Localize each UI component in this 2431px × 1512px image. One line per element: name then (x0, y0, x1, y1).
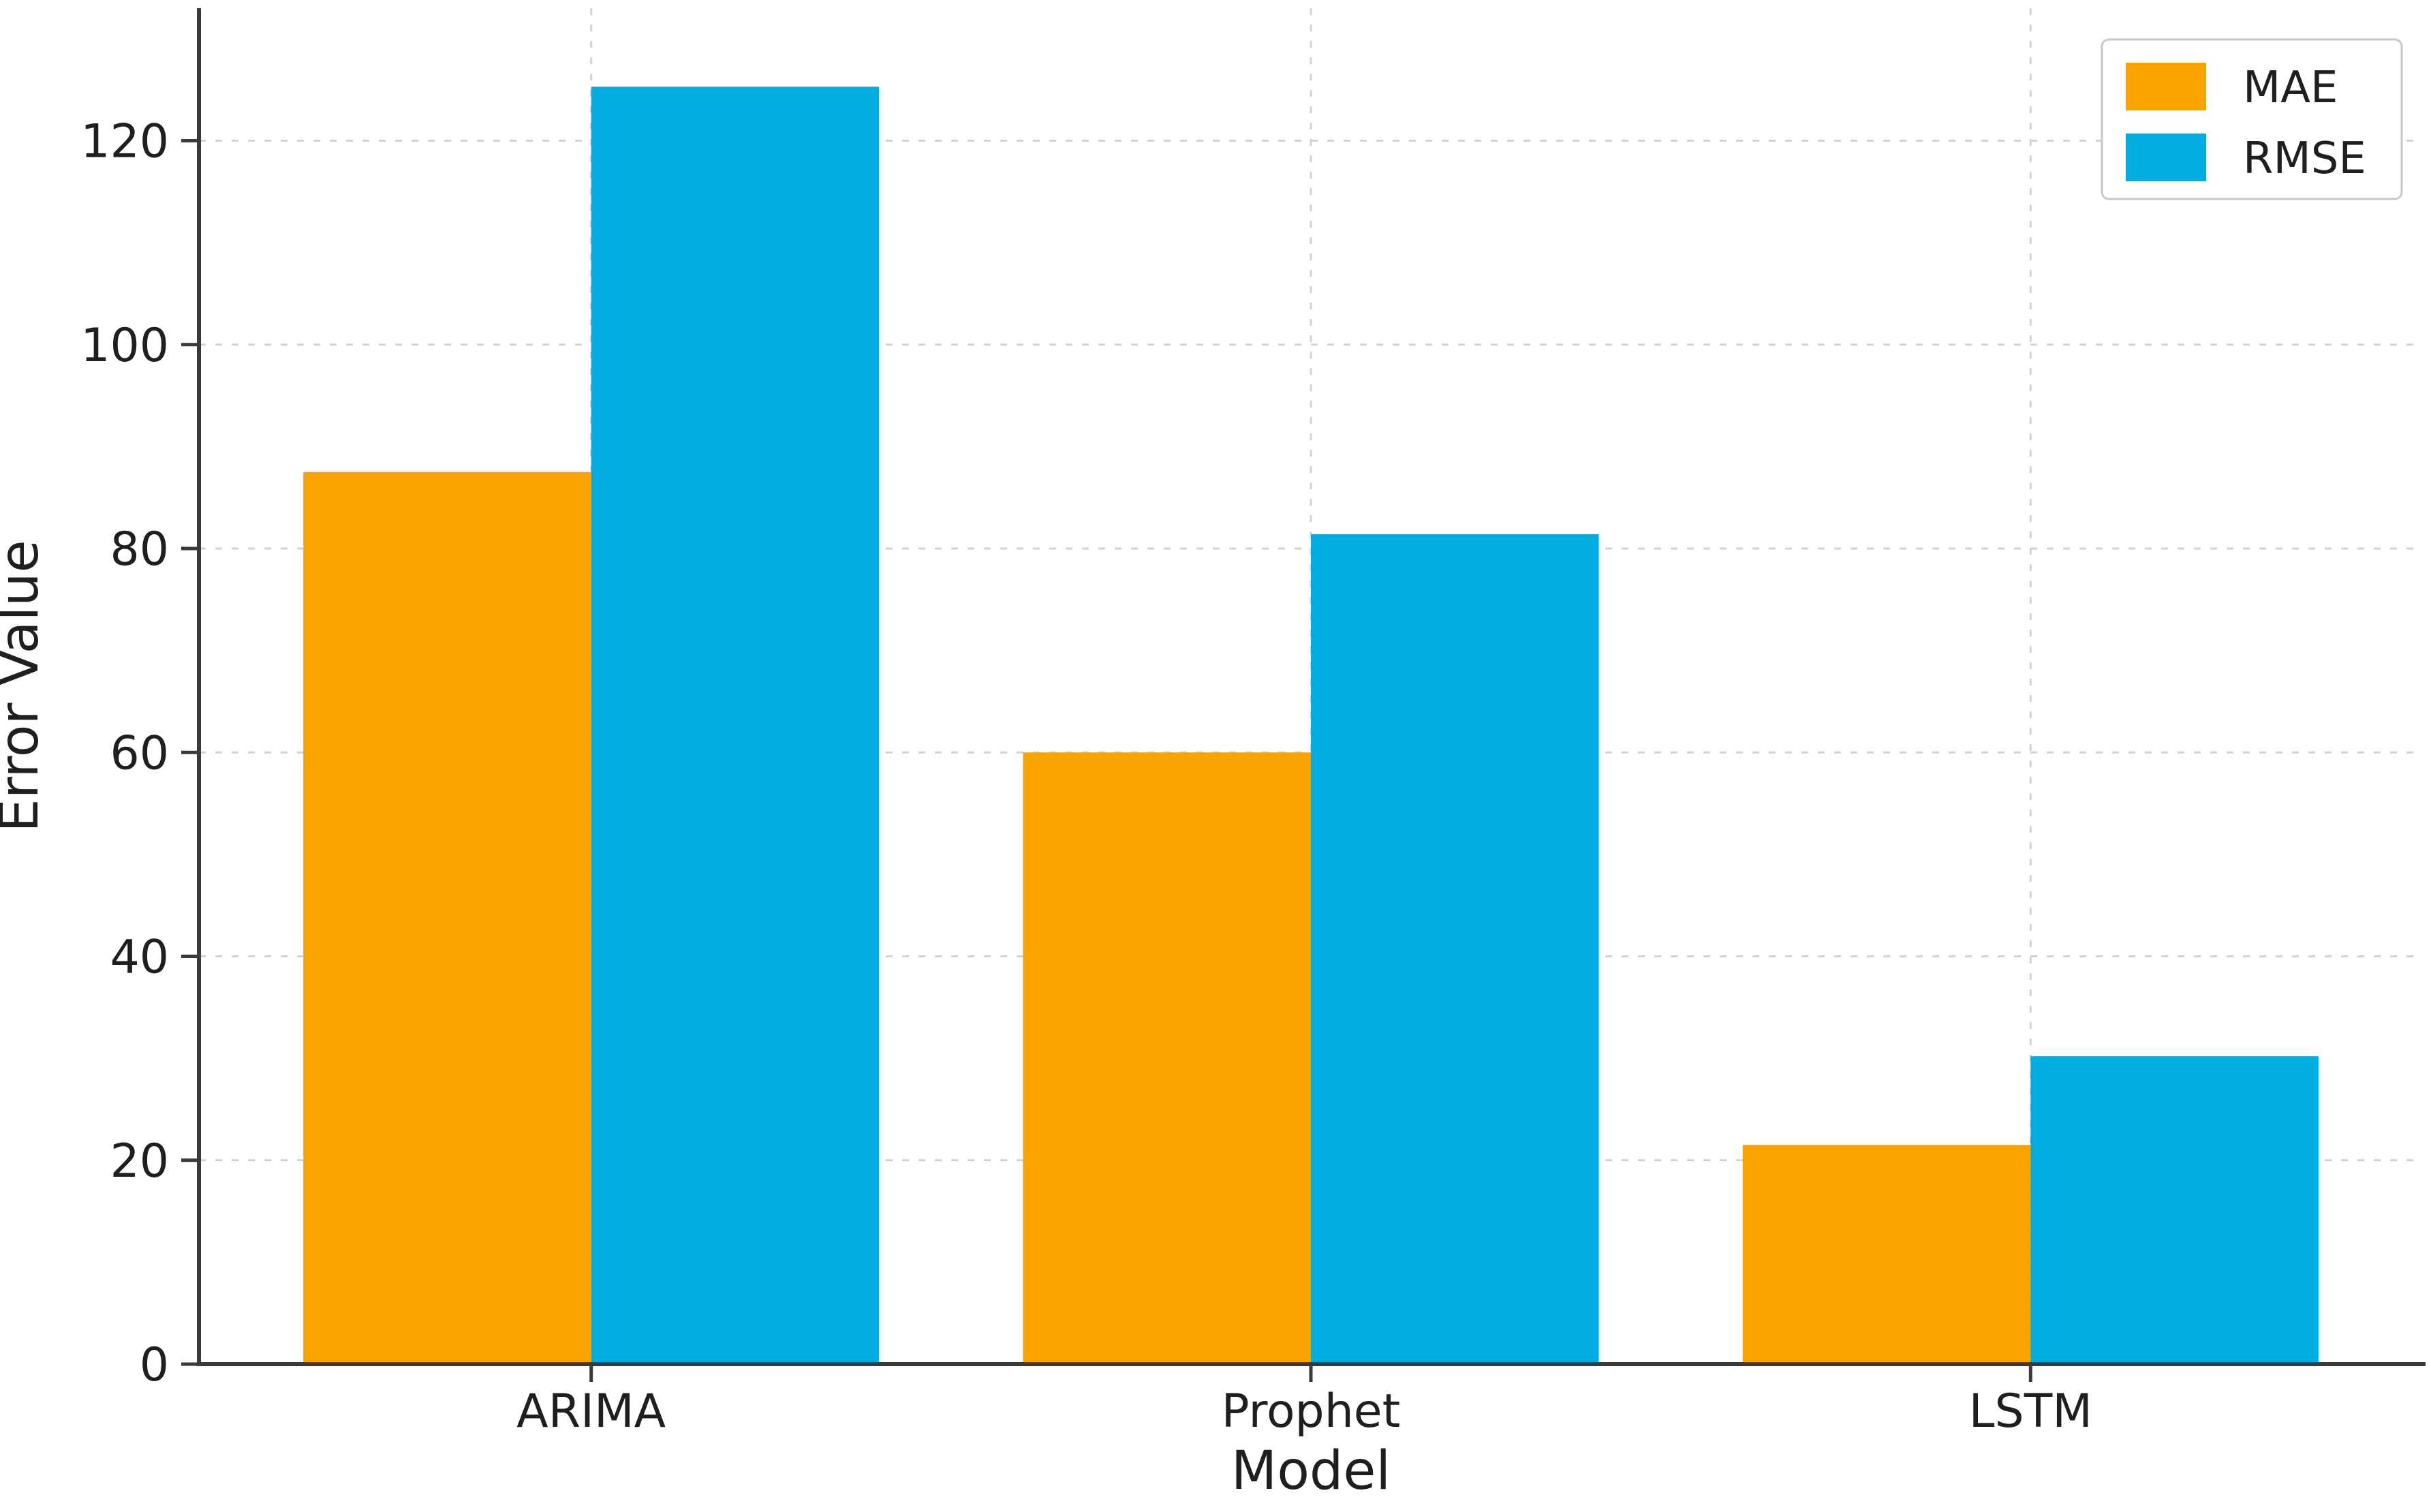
y-tick-label-120: 120 (80, 115, 169, 169)
y-tick-label-60: 60 (110, 726, 169, 780)
x-tick-label-prophet: Prophet (1222, 1385, 1401, 1438)
y-axis-label: Error Value (0, 540, 50, 832)
y-tick-label-80: 80 (110, 523, 169, 576)
x-axis-label: Model (1231, 1440, 1391, 1502)
y-tick-label-100: 100 (80, 319, 169, 373)
x-tick-label-lstm: LSTM (1969, 1385, 2092, 1438)
y-tick-label-20: 20 (110, 1135, 169, 1188)
bar-arima-rmse (591, 87, 880, 1364)
y-axis-ticks: 0 20 40 60 80 100 120 (80, 115, 199, 1392)
bar-series (303, 87, 2319, 1364)
legend: MAE RMSE (2101, 38, 2403, 200)
legend-label-rmse: RMSE (2243, 134, 2366, 184)
y-tick-label-0: 0 (140, 1338, 169, 1392)
x-axis-ticks: ARIMA Prophet LSTM (516, 1364, 2092, 1438)
bar-prophet-mae (1023, 752, 1311, 1364)
legend-items: MAE RMSE (2126, 63, 2366, 184)
y-tick-label-40: 40 (110, 931, 169, 985)
legend-swatch-mae (2126, 63, 2206, 110)
bar-arima-mae (303, 472, 591, 1364)
bar-lstm-mae (1742, 1145, 2031, 1364)
legend-swatch-rmse (2126, 134, 2206, 181)
legend-label-mae: MAE (2243, 63, 2338, 113)
x-tick-label-arima: ARIMA (516, 1385, 666, 1438)
bar-lstm-rmse (2030, 1056, 2319, 1364)
bar-prophet-rmse (1311, 534, 1599, 1364)
